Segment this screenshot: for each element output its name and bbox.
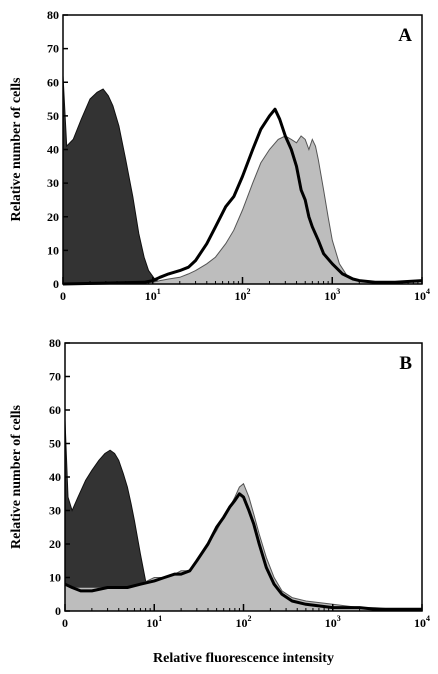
y-tick-label-6: 60 bbox=[47, 75, 59, 89]
y-tick-label-5: 50 bbox=[47, 109, 59, 123]
y-tick-label-0: 0 bbox=[53, 277, 59, 291]
histogram-filled-series-0 bbox=[64, 419, 155, 612]
panel-label: A bbox=[398, 25, 412, 46]
x-tick-label-0: 0 bbox=[60, 289, 66, 303]
y-tick-label-0: 0 bbox=[55, 604, 61, 618]
y-tick-label-7: 70 bbox=[47, 42, 59, 56]
x-tick-label-0: 0 bbox=[62, 616, 68, 630]
x-tick-label-3: 103 bbox=[324, 287, 340, 303]
y-tick-label-2: 20 bbox=[47, 210, 59, 224]
x-axis-title: Relative fluorescence intensity bbox=[153, 651, 334, 666]
y-tick-label-5: 50 bbox=[49, 437, 61, 451]
y-tick-label-1: 10 bbox=[49, 571, 61, 585]
y-tick-label-1: 10 bbox=[47, 243, 59, 257]
y-axis-title: Relative number of cells bbox=[9, 404, 24, 549]
panel-b: 0 10 20 30 40 50 60 70 80 0 101 102 103 104 B Relative … bbox=[9, 336, 430, 666]
x-tick-label-1: 101 bbox=[145, 287, 161, 303]
panel-label: B bbox=[399, 353, 412, 374]
y-tick-label-4: 40 bbox=[49, 470, 61, 484]
y-tick-label-6: 60 bbox=[49, 403, 61, 417]
histogram-outline-series-2 bbox=[62, 107, 423, 286]
x-tick-label-4: 104 bbox=[414, 614, 430, 630]
y-tick-label-7: 70 bbox=[49, 370, 61, 384]
y-tick-label-8: 80 bbox=[49, 336, 61, 350]
y-tick-label-3: 30 bbox=[49, 504, 61, 518]
histogram-outline-series-2 bbox=[64, 492, 422, 611]
panel-a: 0 10 20 30 40 50 60 70 80 0 101 102 103 104 A Relative … bbox=[9, 8, 430, 303]
x-tick-label-2: 102 bbox=[235, 287, 251, 303]
y-tick-label-8: 80 bbox=[47, 8, 59, 22]
y-tick-label-4: 40 bbox=[47, 143, 59, 157]
y-tick-label-2: 20 bbox=[49, 537, 61, 551]
y-tick-label-3: 30 bbox=[47, 176, 59, 190]
x-tick-label-4: 104 bbox=[414, 287, 430, 303]
x-tick-label-3: 103 bbox=[325, 614, 341, 630]
x-tick-label-1: 101 bbox=[146, 614, 162, 630]
y-axis-title: Relative number of cells bbox=[9, 77, 24, 222]
x-tick-label-2: 102 bbox=[236, 614, 252, 630]
histogram-filled-series-0 bbox=[62, 75, 174, 285]
